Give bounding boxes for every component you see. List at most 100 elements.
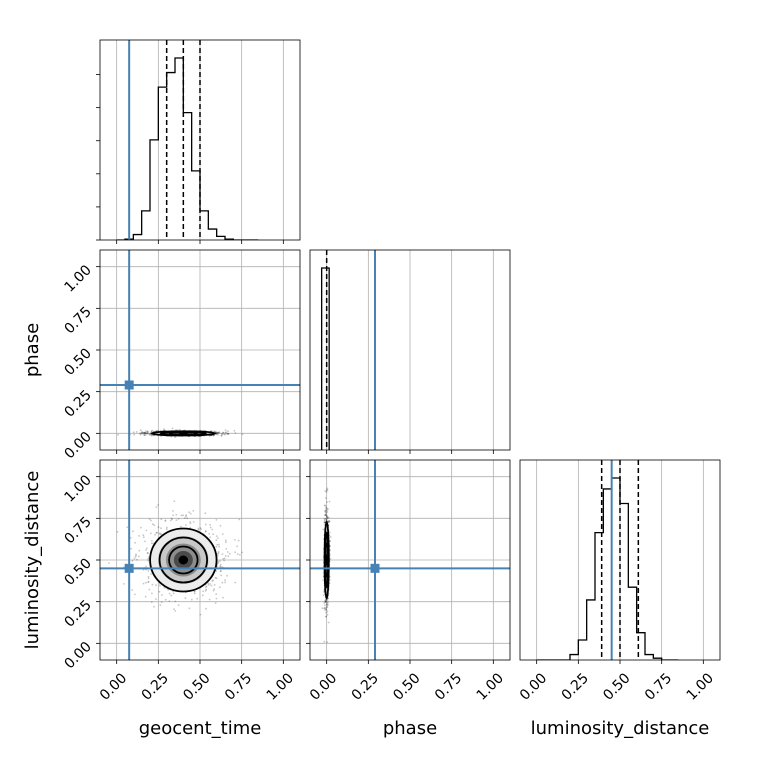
y-tick-label: 0.00 — [61, 429, 94, 462]
sample-point — [146, 552, 149, 554]
sample-point — [122, 583, 125, 585]
sample-point — [163, 428, 165, 430]
sample-point — [325, 598, 328, 601]
sample-point — [205, 585, 208, 588]
sample-point — [226, 432, 229, 435]
sample-point — [161, 594, 163, 596]
sample-point — [224, 579, 227, 581]
sample-point — [146, 547, 148, 550]
sample-point — [134, 555, 137, 558]
sample-point — [153, 524, 156, 527]
sample-point — [327, 516, 330, 519]
sample-point — [149, 434, 152, 436]
histogram-geocent_time — [116, 57, 259, 240]
x-tick-label: 0.50 — [180, 670, 213, 703]
sample-point — [227, 555, 230, 558]
sample-point — [164, 520, 167, 522]
panel-luminosity_distance-luminosity_distance: 0.00 0.25 0.50 0.75 1.00 — [517, 459, 721, 704]
sample-point — [204, 512, 207, 515]
sample-point — [323, 519, 326, 522]
sample-point — [215, 519, 218, 521]
sample-point — [135, 553, 137, 556]
sample-point — [326, 517, 329, 520]
density-level-4 — [178, 555, 189, 565]
sample-point — [216, 432, 218, 435]
sample-point — [326, 604, 328, 607]
sample-point — [324, 521, 326, 523]
sample-point — [323, 523, 326, 526]
sample-point — [227, 430, 229, 433]
sample-point — [322, 579, 324, 582]
sample-point — [212, 434, 215, 437]
sample-point — [145, 432, 147, 435]
sample-point — [143, 432, 146, 435]
sample-point — [325, 506, 328, 508]
sample-point — [215, 431, 218, 434]
sample-point — [147, 580, 150, 583]
sample-point — [324, 513, 327, 516]
sample-point — [170, 594, 173, 597]
sample-point — [142, 534, 145, 537]
sample-point — [222, 557, 225, 560]
sample-point — [147, 556, 150, 558]
sample-point — [327, 604, 329, 606]
sample-point — [138, 549, 141, 552]
sample-point — [237, 539, 240, 542]
sample-point — [186, 517, 189, 520]
sample-point — [132, 530, 134, 533]
histogram-luminosity_distance — [536, 477, 679, 660]
sample-point — [324, 490, 327, 492]
sample-point — [150, 542, 153, 545]
panel-phase-phase — [309, 249, 511, 454]
sample-point — [329, 536, 332, 538]
sample-point — [139, 433, 142, 436]
sample-point — [185, 514, 188, 517]
y-tick-label: 0.25 — [61, 387, 94, 420]
contour-line-2 — [324, 542, 330, 578]
sample-point — [214, 430, 217, 433]
sample-point — [188, 511, 191, 514]
sample-point — [324, 511, 327, 514]
sample-point — [209, 583, 212, 585]
sample-point — [239, 554, 241, 556]
sample-point — [224, 433, 227, 436]
sample-point — [147, 431, 149, 434]
x-tick-label: 1.00 — [684, 670, 717, 703]
sample-point — [142, 569, 145, 571]
sample-point — [168, 600, 171, 602]
sample-point — [210, 584, 213, 587]
sample-point — [224, 581, 226, 584]
sample-point — [326, 601, 329, 604]
x-tick-label: 0.75 — [642, 670, 675, 703]
sample-point — [146, 430, 149, 433]
sample-point — [171, 518, 174, 521]
sample-point — [117, 433, 119, 436]
sample-point — [138, 535, 141, 537]
sample-point — [133, 557, 136, 560]
sample-point — [223, 557, 226, 560]
sample-point — [322, 594, 325, 597]
sample-point — [324, 513, 327, 516]
sample-point — [328, 531, 331, 534]
sample-point — [151, 429, 154, 432]
panel-content — [116, 40, 259, 240]
sample-point — [219, 563, 222, 566]
sample-point — [167, 589, 170, 591]
panel-phase-geocent_time: 0.00 0.25 0.50 0.75 1.00 — [61, 249, 301, 462]
sample-point — [131, 589, 134, 591]
sample-point — [217, 433, 219, 436]
sample-point — [207, 584, 210, 586]
sample-point — [200, 528, 202, 530]
sample-point — [157, 504, 160, 506]
contour-line-0 — [149, 527, 218, 593]
sample-point — [134, 593, 136, 596]
sample-point — [208, 435, 211, 437]
sample-point — [325, 514, 328, 517]
sample-point — [182, 514, 185, 517]
sample-point — [214, 602, 217, 604]
sample-point — [215, 433, 218, 436]
sample-point — [217, 432, 220, 434]
sample-point — [151, 583, 154, 586]
x-axis-label-phase: phase — [383, 718, 437, 739]
sample-point — [143, 432, 145, 435]
